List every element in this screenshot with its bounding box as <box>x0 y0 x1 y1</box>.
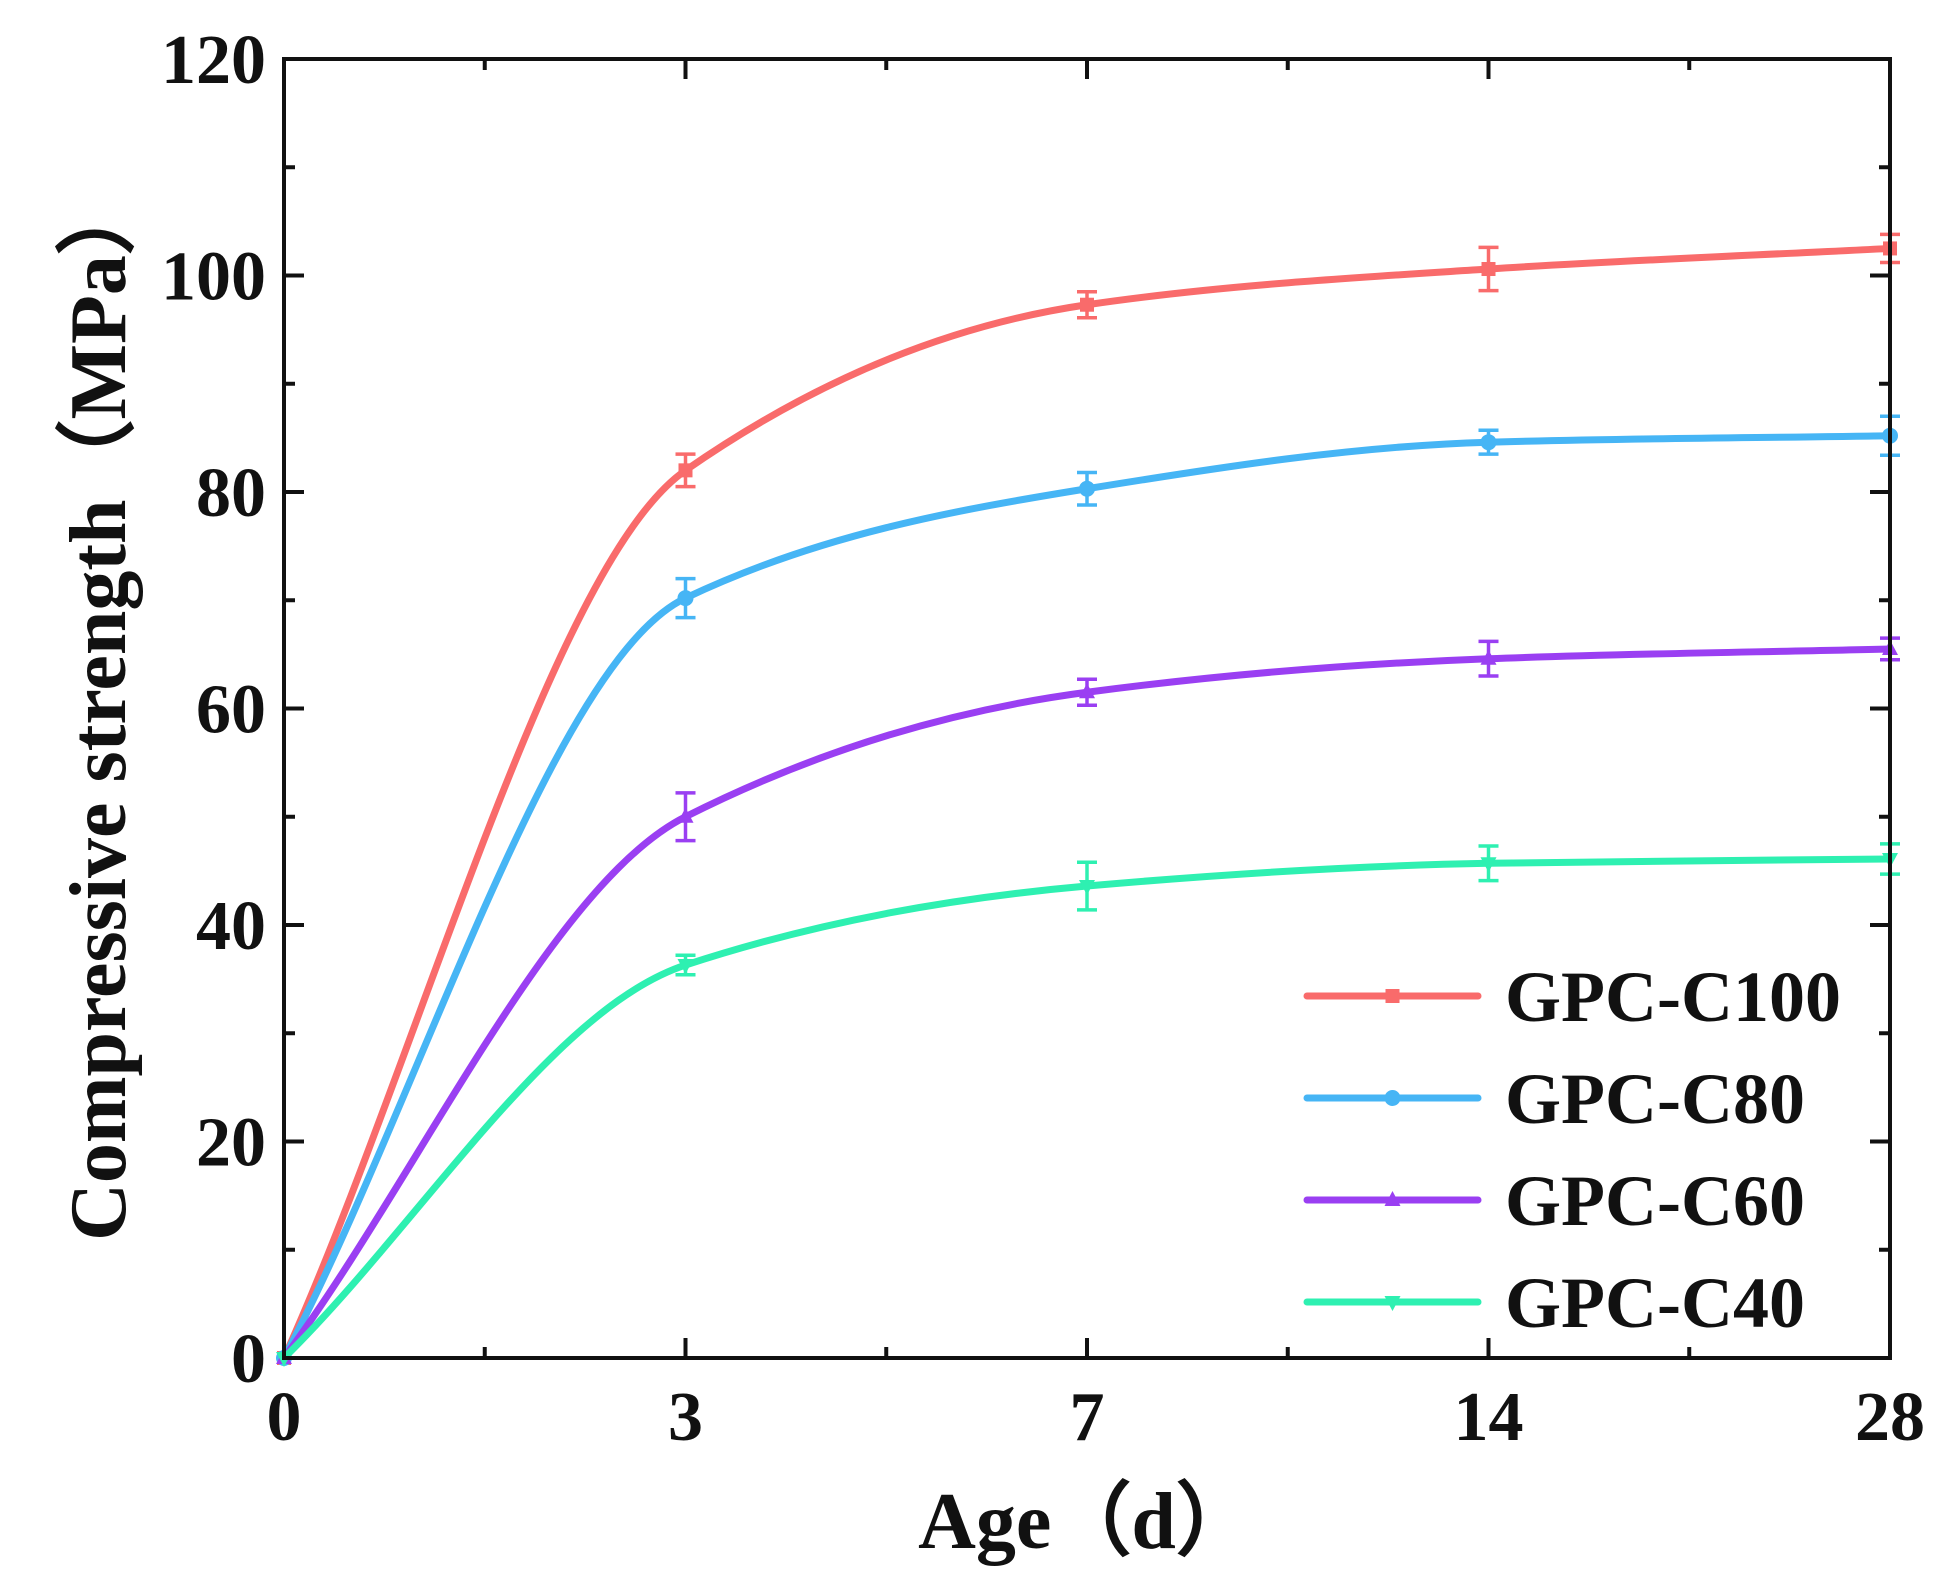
series-line <box>280 244 1894 1362</box>
x-axis-title: Age（d） <box>918 1478 1256 1566</box>
legend-item: GPC-C40 <box>1303 1263 1805 1343</box>
data-point <box>677 590 694 607</box>
series-line <box>280 432 1894 1362</box>
series-gpc-c40 <box>276 842 1900 1367</box>
x-tick-label: 14 <box>1454 1379 1524 1456</box>
x-tick-label: 0 <box>267 1379 302 1456</box>
data-point <box>1480 857 1497 873</box>
y-tick-label: 100 <box>161 239 266 316</box>
y-tick-label: 60 <box>196 672 266 749</box>
series-line <box>280 855 1894 1362</box>
legend-swatch-marker <box>1385 989 1400 1003</box>
series-line <box>280 645 1894 1362</box>
x-tick-label: 7 <box>1070 1379 1105 1456</box>
y-tick-label: 80 <box>196 455 266 532</box>
data-point <box>1079 480 1095 497</box>
y-tick-label: 20 <box>196 1105 266 1182</box>
series-gpc-c60 <box>276 636 1900 1364</box>
y-tick-label: 40 <box>196 888 266 965</box>
legend-label: GPC-C80 <box>1505 1059 1805 1139</box>
y-axis-title: Compressive strength（MPa） <box>55 175 143 1241</box>
data-point <box>678 463 693 478</box>
x-tick-label: 28 <box>1855 1379 1925 1456</box>
data-point <box>1480 434 1497 451</box>
axis-labels: 0 3 7 14 28 0 20 40 60 80 100 120 <box>161 22 1925 1456</box>
legend-label: GPC-C60 <box>1505 1161 1805 1241</box>
plot-lines <box>276 232 1900 1367</box>
x-tick-label: 3 <box>668 1379 703 1456</box>
legend-swatch-marker <box>1384 1191 1401 1206</box>
data-point <box>677 807 694 823</box>
legend-item: GPC-C80 <box>1303 1059 1805 1139</box>
axis-ticks <box>282 57 1892 1360</box>
legend: GPC-C100 GPC-C80 GPC-C60 GPC-C40 <box>1303 957 1841 1343</box>
data-point <box>1079 880 1095 896</box>
legend-label: GPC-C40 <box>1505 1263 1805 1343</box>
data-point <box>1480 649 1497 665</box>
data-point <box>1080 297 1094 312</box>
data-point <box>677 959 694 975</box>
y-tick-label: 0 <box>231 1321 266 1398</box>
legend-swatch-marker <box>1384 1090 1401 1106</box>
legend-label: GPC-C100 <box>1505 957 1841 1037</box>
data-point <box>1079 683 1095 699</box>
legend-item: GPC-C100 <box>1303 957 1841 1037</box>
legend-item: GPC-C60 <box>1303 1161 1805 1241</box>
data-point <box>1481 262 1496 277</box>
y-tick-label: 120 <box>161 22 266 99</box>
legend-swatch-marker <box>1384 1296 1401 1311</box>
